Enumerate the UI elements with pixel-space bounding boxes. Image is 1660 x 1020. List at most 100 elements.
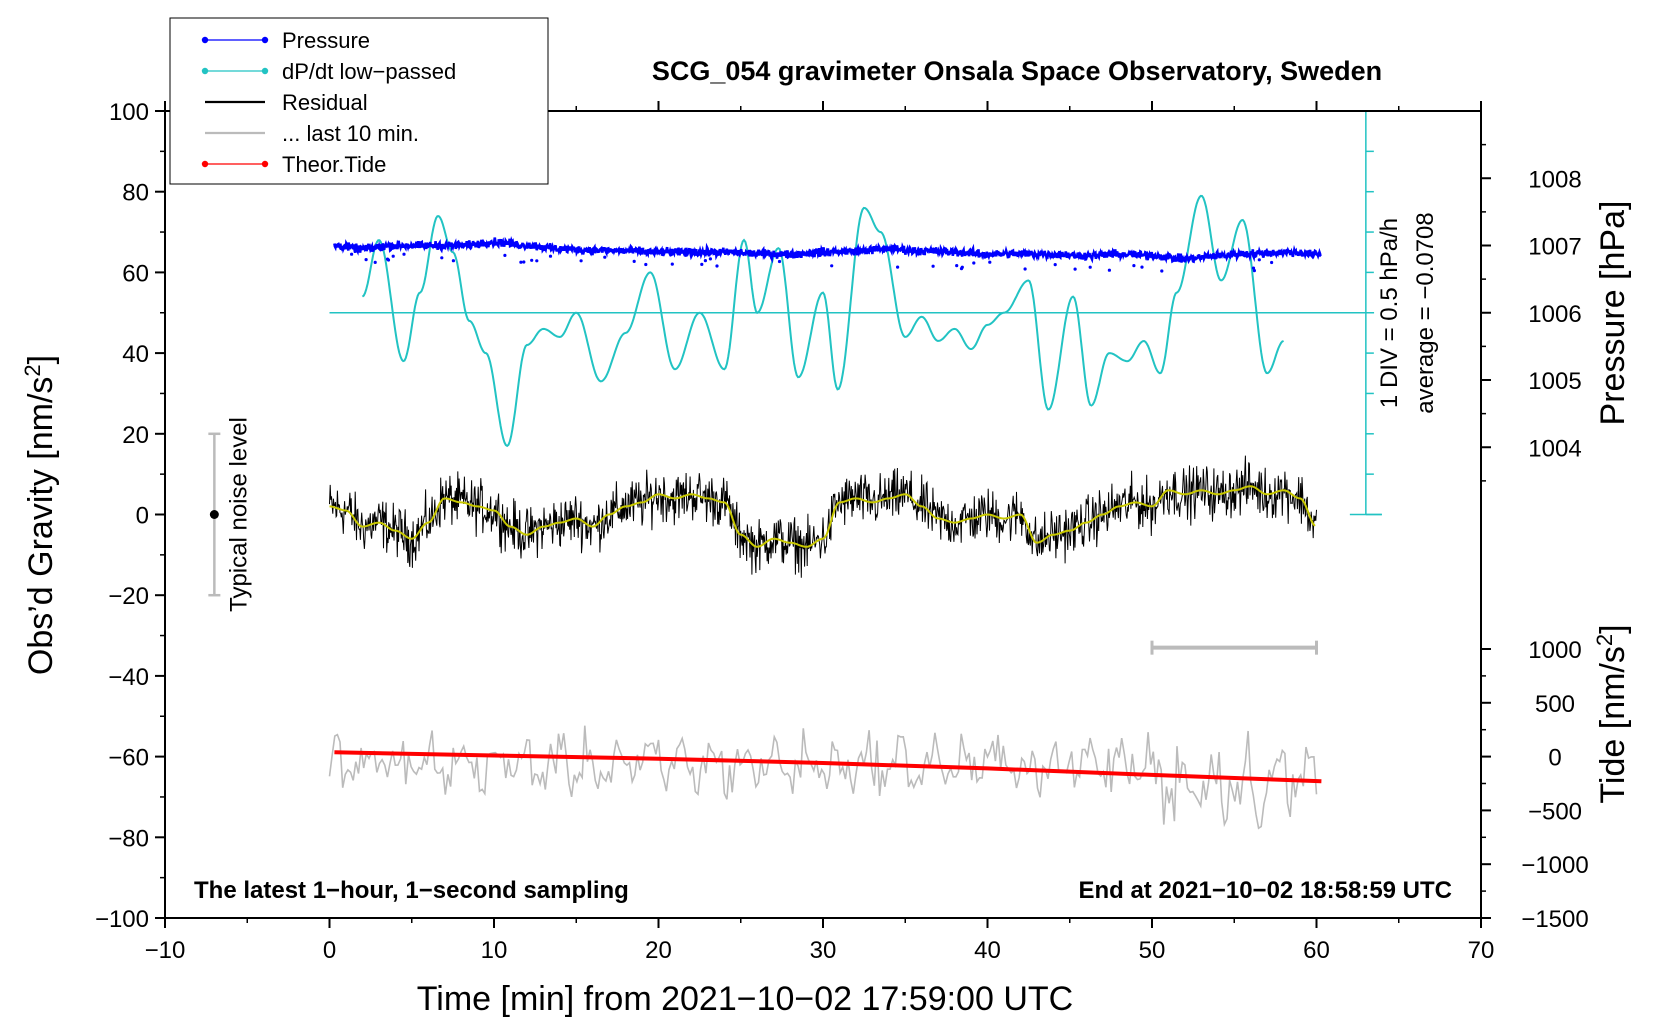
legend-marker-right bbox=[261, 160, 269, 168]
legend-label: Theor.Tide bbox=[282, 152, 386, 177]
pressure-point bbox=[1107, 268, 1111, 272]
pressure-point bbox=[391, 254, 395, 258]
series-layer bbox=[328, 194, 1322, 830]
legend-items: Pressure dP/dt low−passed Residual ... last… bbox=[201, 28, 456, 177]
pressure-point bbox=[1160, 269, 1164, 273]
pressure-point bbox=[703, 259, 708, 263]
y-axis-title-gravity-sup: 2 bbox=[20, 364, 45, 376]
pressure-point bbox=[644, 262, 648, 267]
x-tick-label: 30 bbox=[810, 937, 837, 964]
pressure-point bbox=[708, 257, 713, 261]
pressure-point bbox=[1257, 258, 1261, 262]
y-tick-label: 40 bbox=[122, 341, 149, 368]
pressure-point bbox=[1252, 269, 1256, 273]
x-tick-label: −10 bbox=[145, 937, 186, 964]
y-tick-label: −60 bbox=[108, 745, 149, 772]
y-axis-title-pressure: Pressure [hPa] bbox=[1594, 201, 1632, 426]
dpdt-div-label: 1 DIV = 0.5 hPa/h bbox=[1376, 218, 1403, 408]
pressure-tick-label: 1004 bbox=[1528, 435, 1581, 462]
y-tick-label: 80 bbox=[122, 180, 149, 207]
annotation-end-time: End at 2021−10−02 18:58:59 UTC bbox=[1078, 877, 1452, 904]
last10-bar bbox=[1150, 640, 1318, 655]
plot-frame bbox=[164, 110, 1482, 919]
tide-tick-label: 0 bbox=[1548, 745, 1561, 772]
pressure-point bbox=[519, 260, 523, 264]
last10-line bbox=[328, 725, 1318, 830]
pressure-line bbox=[333, 236, 1322, 265]
pressure-point bbox=[530, 258, 534, 262]
pressure-point bbox=[1053, 263, 1057, 267]
legend-marker-right bbox=[261, 67, 269, 75]
pressure-point bbox=[535, 259, 539, 263]
tide-tick-label: −1000 bbox=[1521, 852, 1588, 879]
x-tick-label: 70 bbox=[1468, 937, 1495, 964]
pressure-point bbox=[1132, 264, 1136, 268]
pressure-point bbox=[777, 259, 782, 264]
x-tick-label: 10 bbox=[481, 937, 508, 964]
x-tick-label: 60 bbox=[1303, 937, 1330, 964]
legend-marker-right bbox=[261, 36, 269, 44]
pressure-point bbox=[988, 260, 992, 264]
x-tick-label: 20 bbox=[645, 937, 672, 964]
pressure-point bbox=[364, 258, 368, 262]
pressure-point bbox=[959, 267, 964, 271]
legend: Pressure dP/dt low−passed Residual ... last… bbox=[169, 17, 549, 185]
y-tick-labels: 100 80 60 40 20 0 −20 −40 −60 −80 −100 bbox=[95, 99, 149, 933]
noise-level-marker bbox=[208, 432, 221, 597]
pressure-point bbox=[1140, 265, 1144, 269]
x-axis-title: Time [min] from 2021−10−02 17:59:00 UTC bbox=[417, 980, 1073, 1018]
tide-tick-label: −500 bbox=[1528, 798, 1582, 825]
pressure-point bbox=[700, 262, 704, 266]
annotation-sampling: The latest 1−hour, 1−second sampling bbox=[194, 877, 629, 904]
x-tick-label: 50 bbox=[1139, 937, 1166, 964]
x-tick-label: 40 bbox=[974, 937, 1001, 964]
y-tick-label: −20 bbox=[108, 583, 149, 610]
noise-bar-center-point bbox=[209, 510, 219, 519]
dpdt-line bbox=[361, 194, 1284, 448]
noise-level-label: Typical noise level bbox=[225, 417, 252, 612]
y-axis-title-gravity-end: ] bbox=[22, 355, 60, 364]
pressure-point bbox=[386, 258, 391, 262]
pressure-point bbox=[548, 254, 553, 258]
pressure-point bbox=[1088, 265, 1092, 269]
pressure-point bbox=[579, 259, 583, 263]
pressure-point bbox=[632, 259, 636, 263]
tide-tick-label: 1000 bbox=[1528, 637, 1581, 664]
pressure-point bbox=[830, 264, 834, 268]
pressure-point bbox=[955, 264, 959, 268]
pressure-point bbox=[373, 260, 377, 264]
y-axis-title-tide-sup: 2 bbox=[1592, 634, 1617, 646]
pressure-tick-label: 1006 bbox=[1528, 301, 1581, 328]
pressure-point bbox=[1023, 267, 1027, 271]
y-tick-label: 100 bbox=[109, 99, 149, 126]
pressure-point bbox=[972, 261, 976, 265]
tide-line bbox=[334, 750, 1322, 784]
dpdt-scale-axis bbox=[329, 110, 1382, 516]
pressure-tick-label: 1007 bbox=[1528, 234, 1581, 261]
y-tick-label: −100 bbox=[95, 906, 149, 933]
pressure-point bbox=[931, 264, 935, 268]
pressure-point bbox=[1073, 267, 1077, 271]
pressure-point bbox=[1251, 266, 1256, 270]
residual-smoothed-line bbox=[329, 485, 1316, 548]
pressure-point bbox=[402, 252, 406, 256]
pressure-point bbox=[896, 265, 900, 269]
legend-marker-left bbox=[201, 160, 209, 168]
tide-tick-label: −1500 bbox=[1521, 906, 1588, 933]
tide-tick-label: 500 bbox=[1535, 691, 1575, 718]
y-axis-title-gravity: Obs’d Gravity [nm/s2] bbox=[20, 355, 61, 675]
legend-label: Pressure bbox=[282, 28, 370, 53]
legend-label: ... last 10 min. bbox=[282, 121, 419, 146]
x-tick-label: 0 bbox=[323, 937, 336, 964]
y-tick-label: −80 bbox=[108, 825, 149, 852]
pressure-point bbox=[715, 264, 719, 268]
y-axis-title-tide-text: Tide [nm/s bbox=[1594, 646, 1632, 803]
pressure-tick-label: 1005 bbox=[1528, 368, 1581, 395]
pressure-point bbox=[603, 255, 607, 259]
legend-marker-left bbox=[201, 67, 209, 75]
y-tick-label: 60 bbox=[122, 260, 149, 287]
chart-title: SCG_054 gravimeter Onsala Space Observat… bbox=[652, 56, 1382, 86]
pressure-tick-label: 1008 bbox=[1528, 166, 1581, 193]
legend-marker-left bbox=[201, 36, 209, 44]
